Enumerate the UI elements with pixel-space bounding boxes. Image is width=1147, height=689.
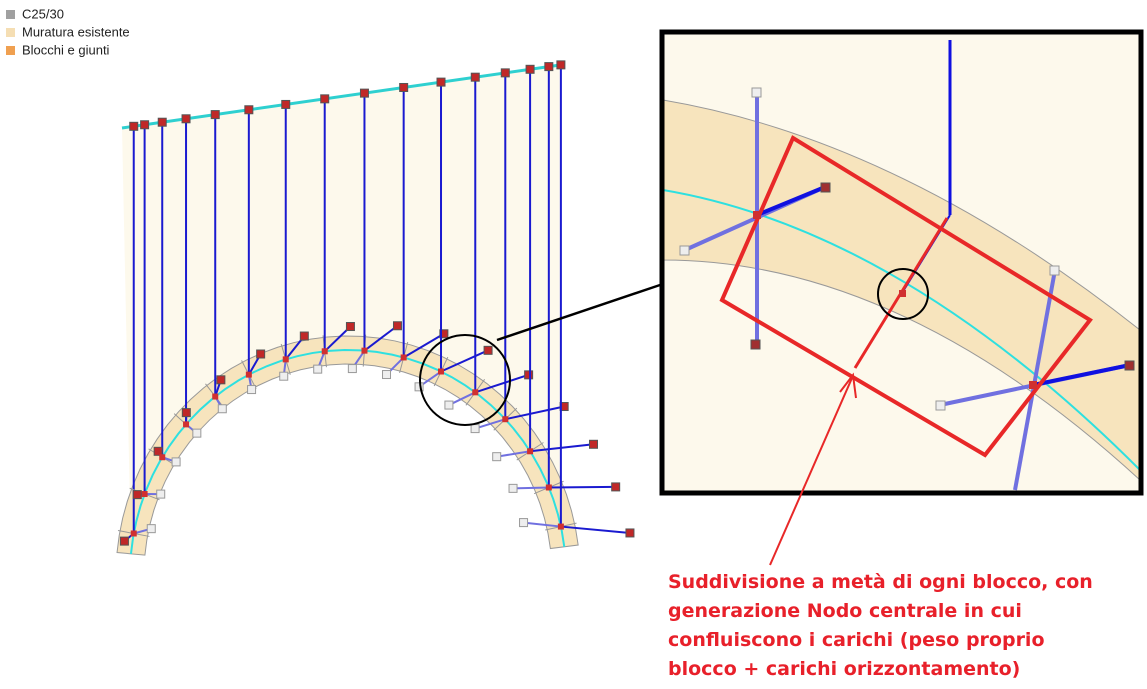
arch-axis [129,349,566,554]
node [483,345,493,355]
annotation-line: Suddivisione a metà di ogni blocco, con [668,571,1093,593]
node [132,490,142,500]
node [210,110,220,120]
callout-line [496,283,661,342]
arch-model [116,60,635,556]
node [414,382,424,392]
node [321,348,328,355]
node [492,452,502,462]
annotation-line: blocco + carichi orizzontamento) [668,658,1020,680]
node [556,60,566,70]
node [470,424,480,434]
link [403,332,445,359]
node [313,364,323,374]
node [159,454,166,461]
focus-circle [419,334,511,426]
node [382,370,392,380]
node [436,77,446,87]
node [140,120,150,130]
link [474,418,506,430]
link [440,349,489,373]
node [181,408,191,418]
legend-swatch [6,46,15,55]
node [502,416,509,423]
node [519,518,529,528]
node [347,364,357,374]
zoom-view [663,33,1140,492]
arch-band [116,335,579,556]
node [281,99,291,109]
link [505,405,565,421]
node [146,524,156,534]
node [611,482,621,492]
zoom-frame [659,29,1144,496]
legend-swatch [6,28,15,37]
link [474,373,529,394]
node [279,371,289,381]
node [141,491,148,498]
node [588,439,598,449]
node [129,121,139,131]
node [557,523,564,530]
annotation: Suddivisione a metà di ogni blocco, con g… [668,571,1093,680]
link [513,486,549,490]
node [245,371,252,378]
legend-label: Blocchi e giunti [22,42,110,57]
node [392,321,402,331]
link [496,450,531,458]
node [320,94,330,104]
link [363,324,399,352]
node [400,354,407,361]
node [244,105,254,115]
node [212,393,219,400]
node [299,331,309,341]
node [444,400,454,410]
legend-swatch [6,10,15,19]
node [157,117,167,127]
node [119,536,129,546]
node [156,489,166,499]
node [183,421,190,428]
node [247,385,257,395]
node [192,428,202,438]
node [545,484,552,491]
link [548,485,616,489]
legend-label: Muratura esistente [22,24,130,39]
node [217,404,227,414]
node [282,356,289,363]
node [359,88,369,98]
node [345,322,355,332]
node [130,530,137,537]
node [361,347,368,354]
link [523,521,561,528]
annotation-line: confluiscono i carichi (peso proprio [668,629,1045,651]
node [399,82,409,92]
node [544,62,554,72]
annotation-line: generazione Nodo centrale in cui [668,600,1022,622]
node [527,448,534,455]
wall-face [122,65,565,554]
node [171,457,181,467]
node [472,389,479,396]
node [153,446,163,456]
node [508,483,518,493]
top-beam [121,63,561,130]
node [625,528,635,538]
node [524,370,534,380]
node [525,64,535,74]
node [438,368,445,375]
node [216,375,226,385]
link [560,525,631,534]
node [181,114,191,124]
node [439,329,449,339]
node [470,72,480,82]
node [500,68,510,78]
node [256,349,266,359]
arrow-head [839,372,857,399]
legend-label: C25/30 [22,6,64,21]
legend: C25/30 Muratura esistente Blocchi e giunti [6,6,130,57]
arrow [769,377,853,566]
